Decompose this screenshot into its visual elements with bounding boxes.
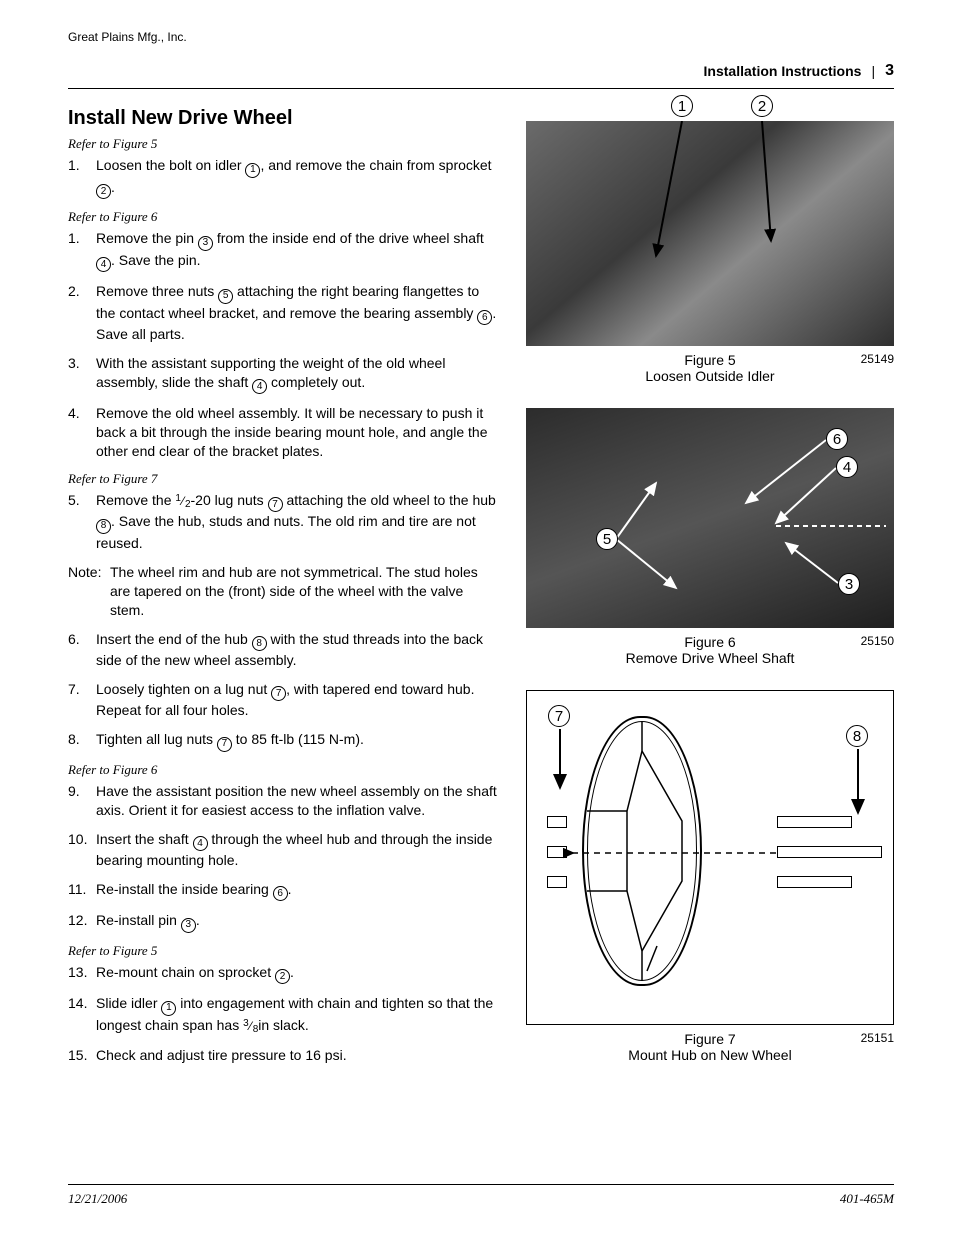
figure-column: 1 2 25149 Figure 5 Loosen Outside Idler <box>526 107 894 1087</box>
refer-fig5b: Refer to Figure 5 <box>68 943 498 959</box>
step: 4. Remove the old wheel assembly. It wil… <box>68 404 498 461</box>
footer-doc: 401-465M <box>840 1191 894 1207</box>
callout-5: 5 <box>596 528 618 550</box>
refer-fig5a: Refer to Figure 5 <box>68 136 498 152</box>
page-footer: 12/21/2006 401-465M <box>68 1184 894 1207</box>
step: 14. Slide idler 1 into engagement with c… <box>68 994 498 1036</box>
figure-7: 7 8 25151 Figure 7 Mount Hub on New Whee… <box>526 690 894 1063</box>
step: 12. Re-install pin 3. <box>68 911 498 933</box>
figure-code: 25151 <box>861 1031 894 1045</box>
step: 13. Re-mount chain on sprocket 2. <box>68 963 498 985</box>
step: 1. Remove the pin 3 from the inside end … <box>68 229 498 272</box>
note: Note: The wheel rim and hub are not symm… <box>68 563 498 620</box>
refer-fig6b: Refer to Figure 6 <box>68 762 498 778</box>
page-number: 3 <box>885 62 894 80</box>
figure-title: Loosen Outside Idler <box>526 368 894 384</box>
figure-number: Figure 6 <box>526 634 894 650</box>
callout-6: 6 <box>826 428 848 450</box>
figure-6: 5 6 4 3 25150 Figure 6 Remove Drive Whee… <box>526 408 894 666</box>
figure-number: Figure 7 <box>526 1031 894 1047</box>
callout-3: 3 <box>838 573 860 595</box>
callout-8: 8 <box>846 725 868 747</box>
refer-fig6a: Refer to Figure 6 <box>68 209 498 225</box>
step: 7. Loosely tighten on a lug nut 7, with … <box>68 680 498 720</box>
header-title: Installation Instructions <box>704 63 862 79</box>
figure-7-diagram <box>526 690 894 1025</box>
step: 1. Loosen the bolt on idler 1, and remov… <box>68 156 498 199</box>
text-column: Install New Drive Wheel Refer to Figure … <box>68 107 498 1087</box>
figure-title: Mount Hub on New Wheel <box>526 1047 894 1063</box>
page-header: Installation Instructions | 3 <box>68 62 894 89</box>
refer-fig7: Refer to Figure 7 <box>68 471 498 487</box>
figure-code: 25149 <box>861 352 894 366</box>
figure-code: 25150 <box>861 634 894 648</box>
callout-1: 1 <box>671 95 693 117</box>
figure-5-image <box>526 121 894 346</box>
callout-7: 7 <box>548 705 570 727</box>
step: 3. With the assistant supporting the wei… <box>68 354 498 394</box>
callout-4: 4 <box>836 456 858 478</box>
step: 11. Re-install the inside bearing 6. <box>68 880 498 902</box>
step: 5. Remove the 1⁄2-20 lug nuts 7 attachin… <box>68 491 498 553</box>
step: 10. Insert the shaft 4 through the wheel… <box>68 830 498 870</box>
company-header: Great Plains Mfg., Inc. <box>68 30 894 44</box>
step: 2. Remove three nuts 5 attaching the rig… <box>68 282 498 344</box>
step: 15. Check and adjust tire pressure to 16… <box>68 1046 498 1065</box>
step: 6. Insert the end of the hub 8 with the … <box>68 630 498 670</box>
step: 9. Have the assistant position the new w… <box>68 782 498 820</box>
section-title: Install New Drive Wheel <box>68 107 498 130</box>
figure-number: Figure 5 <box>526 352 894 368</box>
step: 8. Tighten all lug nuts 7 to 85 ft-lb (1… <box>68 730 498 752</box>
figure-title: Remove Drive Wheel Shaft <box>526 650 894 666</box>
footer-date: 12/21/2006 <box>68 1191 127 1207</box>
callout-2: 2 <box>751 95 773 117</box>
header-divider: | <box>871 63 875 79</box>
figure-5: 1 2 25149 Figure 5 Loosen Outside Idler <box>526 107 894 384</box>
